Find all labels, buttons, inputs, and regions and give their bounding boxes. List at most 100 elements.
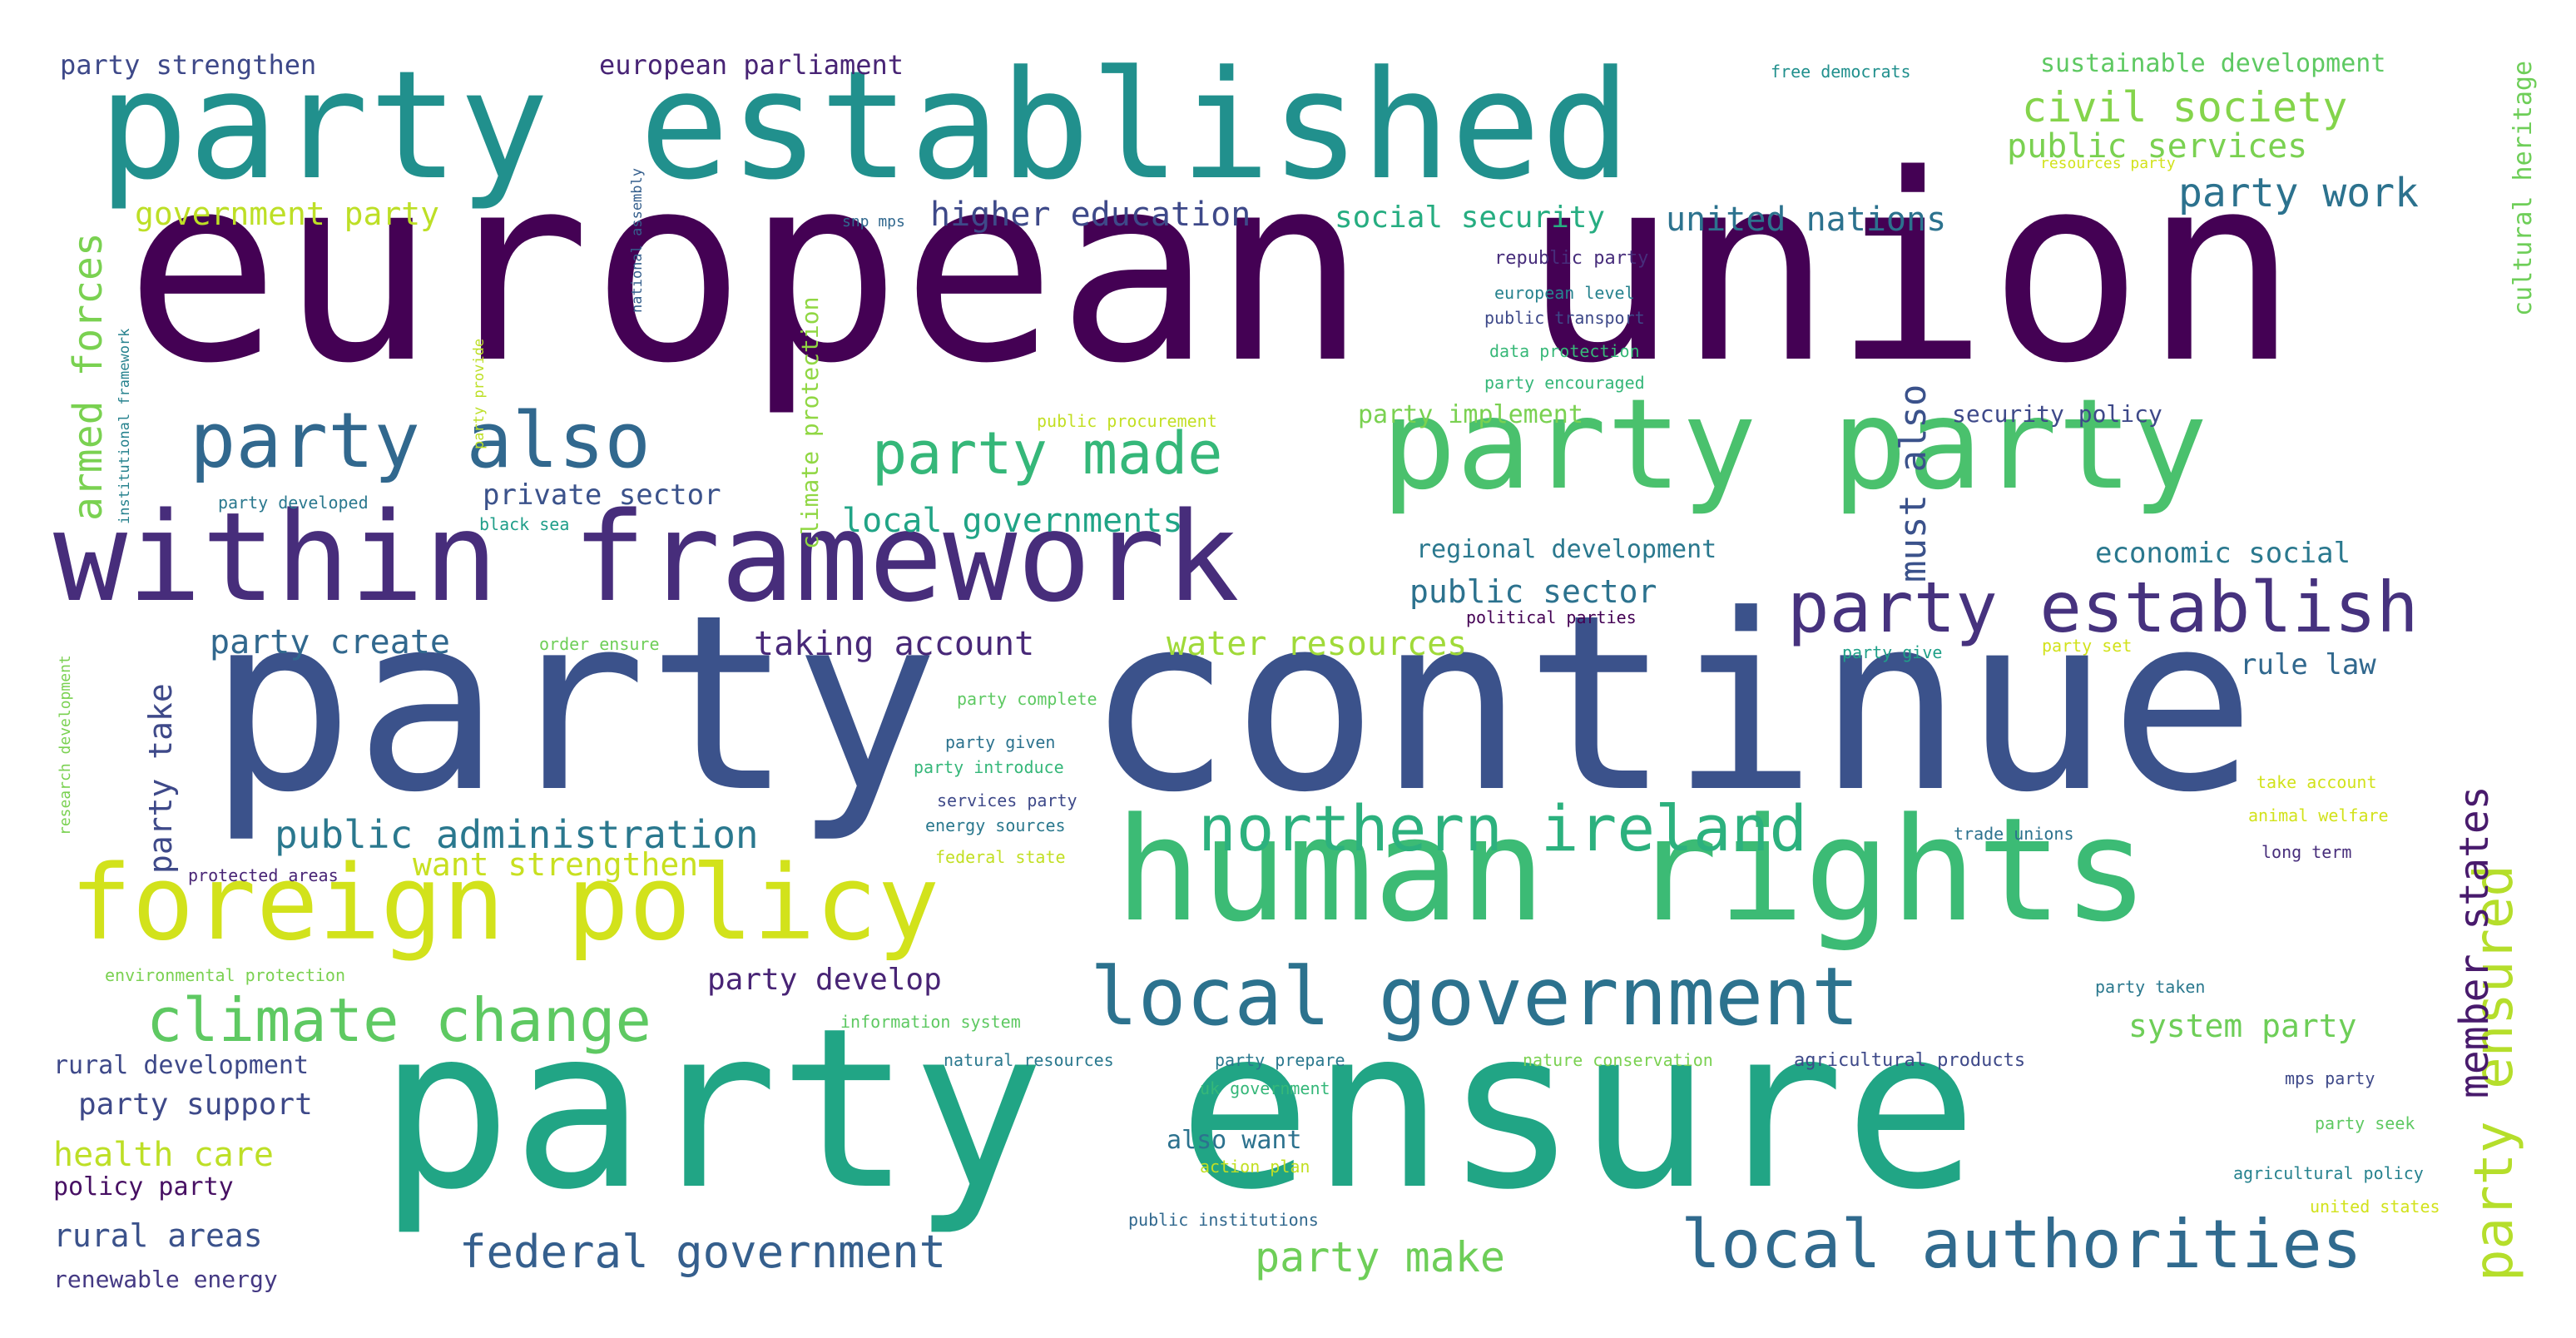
word-cloud-word: party party	[1381, 373, 2208, 518]
word-cloud-word: energy sources	[925, 815, 1066, 835]
word-cloud-word: institutional framework	[116, 328, 133, 524]
word-cloud-word: protected areas	[188, 865, 339, 885]
word-cloud-word: social security	[1335, 201, 1606, 235]
word-cloud-word: european union	[125, 120, 2299, 420]
word-cloud-word: rural areas	[53, 1217, 263, 1254]
word-cloud-word: foreign policy	[70, 844, 940, 964]
word-cloud-word: environmental protection	[105, 965, 345, 985]
word-cloud-word: sustainable development	[2040, 49, 2386, 78]
word-cloud-word: local authorities	[1681, 1206, 2362, 1283]
word-cloud-word: must also	[1892, 384, 1934, 582]
word-cloud-word: public services	[2007, 127, 2308, 166]
word-cloud-word: uk government	[1200, 1078, 1330, 1098]
word-cloud-word: research development	[57, 655, 74, 835]
word-cloud-word: party established	[98, 39, 1632, 213]
word-cloud-word: party develop	[707, 963, 942, 997]
word-cloud-word: national assembly	[629, 168, 646, 313]
word-cloud-word: economic social	[2095, 537, 2351, 570]
word-cloud-word: party support	[78, 1088, 313, 1122]
word-cloud-word: party set	[2042, 636, 2133, 656]
word-cloud-word: party make	[1255, 1233, 1506, 1281]
word-cloud-word: party provide	[471, 338, 488, 449]
word-cloud-word: also want	[1167, 1126, 1302, 1155]
word-cloud-word: taking account	[754, 625, 1035, 663]
word-cloud-word: party continue	[208, 562, 2256, 845]
word-cloud-word: rural development	[53, 1051, 310, 1080]
word-cloud-word: public institutions	[1128, 1210, 1319, 1230]
word-cloud-word: public administration	[275, 812, 759, 857]
word-cloud-word: higher education	[930, 196, 1251, 234]
word-cloud-word: trade unions	[1954, 824, 2074, 844]
word-cloud-word: renewable energy	[53, 1266, 278, 1293]
word-cloud-word: climate change	[146, 985, 651, 1055]
word-cloud-word: party implement	[1358, 400, 1583, 429]
word-cloud-word: take account	[2256, 772, 2377, 792]
word-cloud-word: free democrats	[1771, 62, 1911, 82]
word-cloud-word: party encouraged	[1484, 373, 1645, 393]
word-cloud-word: within framework	[53, 486, 1240, 629]
word-cloud-word: agricultural policy	[2233, 1163, 2424, 1183]
word-cloud-word: snp mps	[842, 213, 905, 230]
word-cloud-word: information system	[840, 1012, 1021, 1032]
word-cloud-word: party establish	[1787, 567, 2419, 648]
word-cloud-word: cultural heritage	[2509, 60, 2538, 316]
word-cloud-word: armed forces	[65, 232, 111, 521]
word-cloud-word: federal state	[935, 847, 1066, 867]
word-cloud-word: services party	[937, 790, 1077, 810]
word-cloud-word: united nations	[1666, 201, 1947, 239]
word-cloud-word: european level	[1494, 283, 1635, 303]
word-cloud-word: party create	[210, 623, 450, 662]
word-cloud-word: party taken	[2095, 977, 2206, 997]
word-cloud-word: local government	[1090, 950, 1860, 1043]
word-cloud-word: party ensure	[379, 980, 1978, 1238]
word-cloud-word: civil society	[2022, 83, 2348, 131]
word-cloud-word: party given	[945, 732, 1056, 752]
word-cloud-word: european parliament	[599, 49, 904, 81]
word-cloud-word: animal welfare	[2248, 805, 2389, 825]
word-cloud-word: republic party	[1494, 248, 1649, 269]
word-cloud-word: party made	[872, 419, 1223, 488]
word-cloud-word: regional development	[1416, 535, 1717, 564]
word-cloud-word: government party	[135, 196, 440, 232]
word-cloud-word: party developed	[218, 493, 369, 513]
word-cloud-word: order ensure	[539, 634, 660, 654]
word-cloud-word: united states	[2310, 1197, 2440, 1217]
word-cloud-word: party work	[2178, 170, 2419, 216]
word-cloud-word: party prepare	[1215, 1050, 1345, 1070]
word-cloud-word: action plan	[1200, 1157, 1310, 1177]
word-cloud-word: data protection	[1489, 341, 1640, 361]
word-cloud-word: water resources	[1167, 625, 1468, 663]
word-cloud-word: party seek	[2315, 1113, 2415, 1133]
word-cloud-word: northern ireland	[1198, 791, 1808, 865]
word-cloud-word: nature conservation	[1523, 1050, 1713, 1070]
word-cloud-word: want strengthen	[413, 846, 699, 883]
word-cloud-word: public sector	[1409, 573, 1657, 610]
word-cloud-word: health care	[53, 1136, 274, 1174]
word-cloud-word: public transport	[1484, 308, 1645, 328]
word-cloud-word: local governments	[842, 502, 1183, 540]
word-cloud-word: member states	[2451, 785, 2498, 1098]
word-cloud-word: party give	[1842, 642, 1943, 662]
word-cloud-word: long term	[2261, 842, 2352, 862]
word-cloud-word: security policy	[1952, 400, 2162, 428]
word-cloud-word: party introduce	[914, 757, 1064, 777]
word-cloud-word: resources party	[2040, 155, 2176, 172]
word-cloud-word: policy party	[53, 1172, 234, 1202]
word-cloud-word: party take	[142, 683, 179, 874]
word-cloud-word: public procurement	[1037, 411, 1217, 431]
word-cloud-word: political parties	[1466, 607, 1637, 627]
word-cloud-word: party also	[190, 396, 651, 485]
word-cloud-word: natural resources	[944, 1050, 1114, 1070]
word-cloud-word: private sector	[483, 478, 721, 512]
word-cloud-word: agricultural products	[1794, 1050, 2026, 1071]
word-cloud-word: party complete	[957, 689, 1097, 709]
word-cloud-word: federal government	[459, 1226, 947, 1278]
word-cloud-word: rule law	[2240, 648, 2376, 681]
word-cloud-word: party strengthen	[60, 49, 317, 81]
word-cloud-word: black sea	[479, 514, 570, 534]
word-cloud-word: system party	[2128, 1008, 2357, 1044]
word-cloud-word: human rights	[1115, 786, 2149, 954]
word-cloud-word: mps party	[2285, 1068, 2375, 1088]
word-cloud-word: climate protection	[796, 296, 824, 549]
